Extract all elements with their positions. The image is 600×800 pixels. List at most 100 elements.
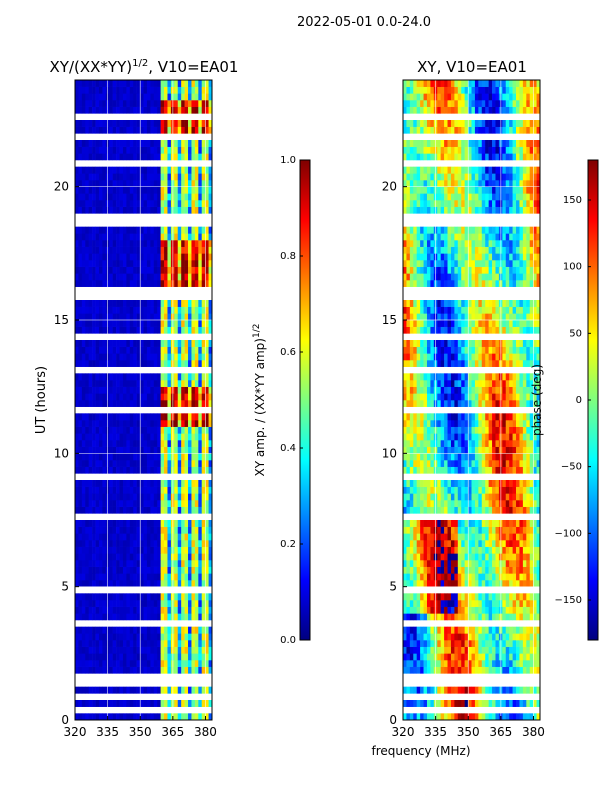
amplitude-cell [102, 453, 107, 461]
phase-cell [409, 640, 414, 647]
amplitude-cell [177, 320, 182, 327]
phase-cell [526, 580, 531, 587]
phase-cell [409, 646, 414, 654]
amplitude-cell [95, 700, 100, 707]
phase-cell [457, 413, 462, 421]
amplitude-cell [146, 320, 151, 327]
amplitude-cell [98, 446, 103, 454]
amplitude-cell [112, 93, 117, 101]
amplitude-cell [184, 306, 189, 314]
phase-cell [423, 453, 428, 461]
phase-cell [413, 560, 417, 567]
amplitude-cell [126, 120, 131, 127]
amplitude-cell [153, 306, 158, 314]
amplitude-cell [143, 80, 148, 87]
amplitude-cell [116, 233, 120, 241]
amplitude-cell [109, 546, 113, 554]
amplitude-cell [109, 360, 113, 367]
amplitude-cell [164, 193, 168, 201]
amplitude-cell [102, 106, 107, 114]
amplitude-cell [119, 80, 124, 87]
phase-cell [522, 700, 527, 707]
phase-cell [529, 386, 534, 394]
amplitude-cell [85, 126, 89, 134]
amplitude-cell [98, 626, 103, 634]
phase-cell [437, 386, 441, 394]
amplitude-cell [198, 626, 203, 634]
amplitude-cell [198, 386, 203, 394]
amplitude-cell [116, 253, 120, 261]
amplitude-cell [112, 313, 117, 321]
amplitude-cell [81, 393, 86, 401]
amplitude-cell [201, 686, 206, 694]
amplitude-cell [116, 646, 120, 654]
amplitude-cell [150, 533, 155, 541]
phase-cell [481, 386, 486, 394]
amplitude-cell [194, 486, 199, 494]
phase-cell [409, 686, 414, 694]
phase-cell [481, 600, 486, 607]
phase-cell [509, 626, 513, 634]
amplitude-cell [191, 426, 196, 434]
amplitude-cell [198, 426, 203, 434]
phase-cell [430, 393, 435, 401]
amplitude-cell [164, 100, 168, 107]
amplitude-cell [85, 260, 89, 267]
amplitude-cell [177, 713, 182, 720]
phase-cell [437, 413, 441, 421]
amplitude-cell [198, 326, 203, 334]
amplitude-cell [136, 253, 141, 261]
phase-cell [416, 640, 421, 647]
amplitude-cell [129, 166, 134, 174]
phase-cell [426, 400, 431, 407]
amplitude-cell [95, 106, 100, 114]
amplitude-cell [157, 306, 161, 314]
amplitude-cell [164, 266, 168, 274]
amplitude-cell [164, 640, 168, 647]
amplitude-cell [184, 153, 189, 161]
amplitude-cell [78, 193, 83, 201]
amplitude-cell [205, 233, 209, 241]
amplitude-cell [78, 126, 83, 134]
amplitude-cell [88, 360, 93, 367]
phase-cell [420, 373, 424, 381]
amplitude-cell [129, 646, 134, 654]
phase-cell [454, 540, 459, 547]
phase-cell [461, 700, 465, 707]
amplitude-cell [164, 493, 168, 501]
amplitude-cell [205, 506, 209, 514]
amplitude-cell [164, 340, 168, 347]
phase-cell [509, 666, 513, 674]
phase-cell [406, 460, 411, 467]
amplitude-cell [177, 466, 182, 474]
amplitude-cell [81, 346, 86, 354]
amplitude-cell [119, 180, 124, 187]
amplitude-cell [153, 420, 158, 427]
phase-cell [457, 533, 462, 541]
amplitude-cell [150, 346, 155, 354]
amplitude-cell [88, 206, 93, 214]
amplitude-cell [208, 613, 212, 621]
amplitude-cell [95, 120, 100, 127]
phase-cell [522, 633, 527, 641]
amplitude-cell [174, 533, 179, 541]
amplitude-cell [150, 273, 155, 281]
amplitude-cell [201, 460, 206, 467]
amplitude-cell [92, 606, 96, 614]
amplitude-cell [95, 486, 100, 494]
amplitude-cell [102, 393, 107, 401]
amplitude-cell [92, 93, 96, 101]
amplitude-cell [153, 533, 158, 541]
phase-cell [403, 480, 407, 487]
phase-cell [464, 686, 469, 694]
amplitude-cell [136, 486, 141, 494]
phase-cell [426, 346, 431, 354]
phase-cell [485, 560, 489, 567]
amplitude-cell [122, 700, 127, 707]
amplitude-cell [92, 453, 96, 461]
amplitude-cell [167, 346, 172, 354]
amplitude-cell [129, 626, 134, 634]
amplitude-cell [88, 560, 93, 567]
phase-cell [526, 566, 531, 574]
amplitude-cell [143, 273, 148, 281]
